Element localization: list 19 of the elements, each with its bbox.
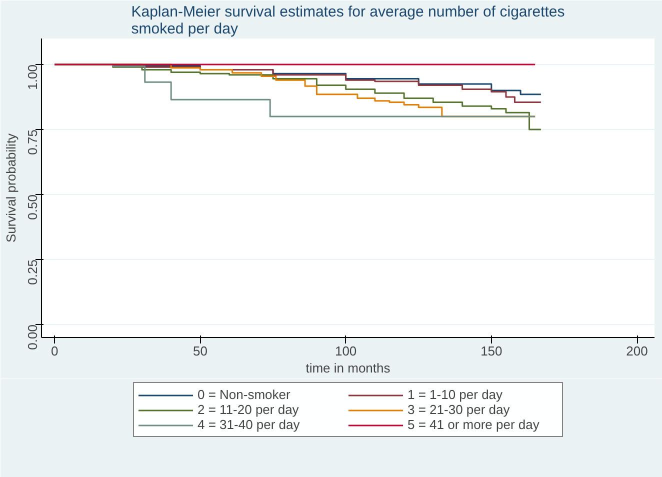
x-tick-label: 50: [192, 344, 208, 358]
y-tick-label: 0.50: [25, 194, 40, 220]
legend-label: 0 = Non-smoker: [198, 387, 292, 402]
y-axis-title: Survival probability: [4, 132, 18, 243]
legend-label: 2 = 11-20 per day: [198, 402, 300, 417]
x-tick-label: 100: [334, 344, 357, 358]
y-tick-label: 0.00: [25, 324, 40, 350]
legend-label: 4 = 31-40 per day: [198, 417, 301, 432]
y-tick-label: 1.00: [25, 64, 40, 90]
x-axis-title: time in months: [306, 360, 391, 376]
x-tick-label: 200: [626, 344, 648, 358]
x-tick-label: 0: [50, 344, 58, 358]
legend-label: 3 = 21-30 per day: [408, 402, 511, 417]
legend-label: 5 = 41 or more per day: [408, 417, 540, 432]
chart-title: Kaplan-Meier survival estimates for average number of cigarettes smoked per day: [131, 4, 565, 38]
legend-label: 1 = 1-10 per day: [408, 387, 504, 402]
y-tick-label: 0.25: [25, 259, 40, 285]
x-tick-label: 150: [480, 344, 502, 358]
y-tick-label: 0.75: [25, 129, 40, 155]
